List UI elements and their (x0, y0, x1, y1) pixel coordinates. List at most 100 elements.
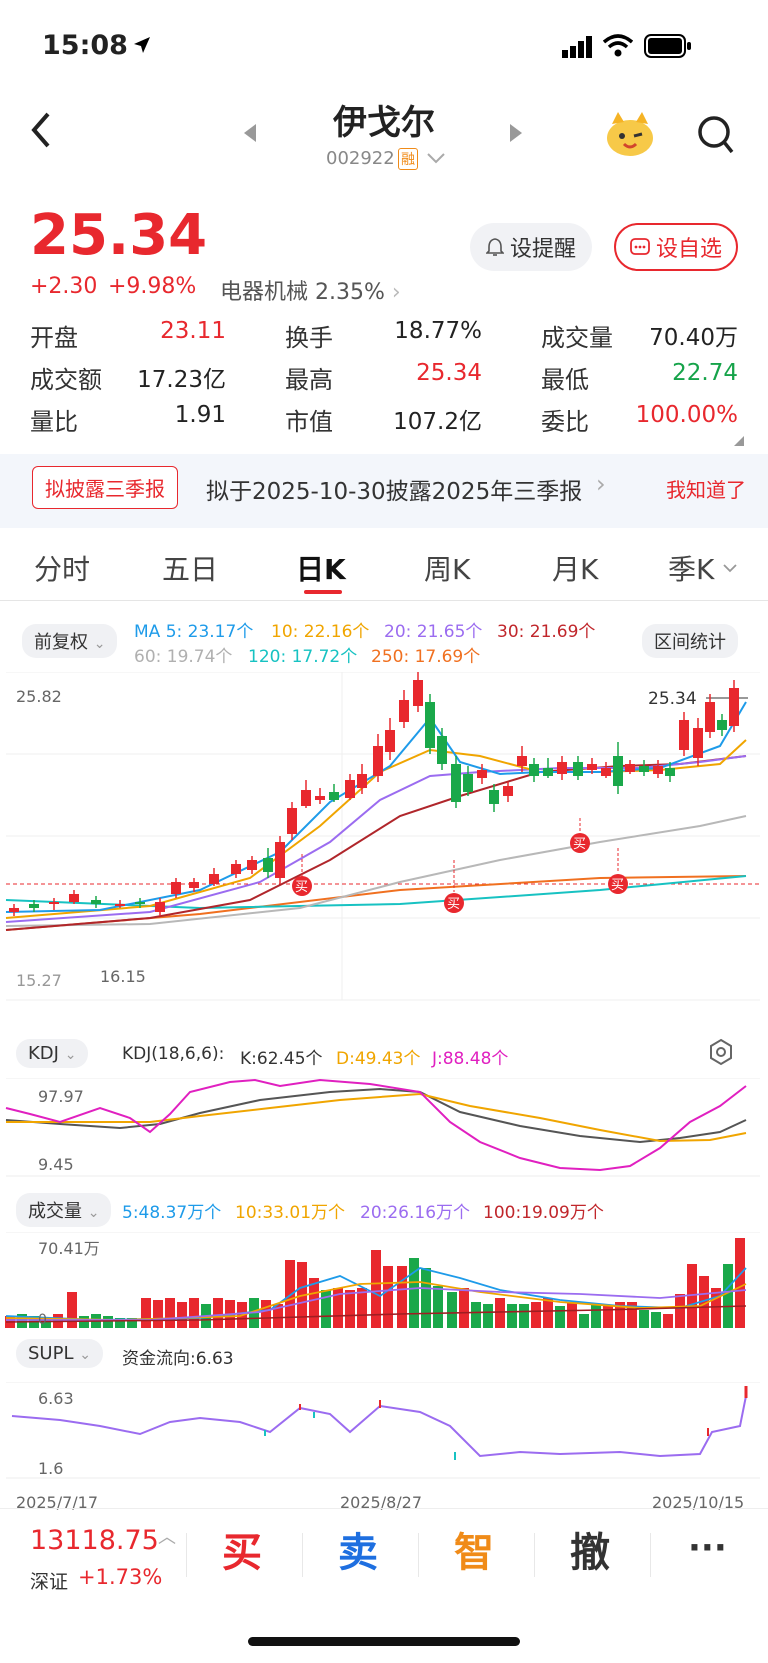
volume-bar (285, 1260, 295, 1328)
candle-body (263, 858, 273, 872)
supl-ticks (264, 1386, 748, 1460)
sector-link[interactable]: 电器机械 2.35% › (220, 274, 401, 306)
volume-bar (153, 1300, 163, 1328)
candle-body (463, 774, 473, 792)
volume-bar (333, 1288, 343, 1328)
tab-quarterly-k[interactable]: 季K (668, 553, 715, 586)
tab-intraday[interactable]: 分时 (34, 553, 91, 586)
volume-bar (543, 1298, 553, 1328)
chevron-up-icon[interactable]: ︿ (158, 1527, 176, 1548)
status-time: 15:08 (42, 30, 128, 61)
tab-daily-k[interactable]: 日K (296, 553, 346, 586)
add-watchlist-button[interactable]: 设自选 (614, 223, 738, 271)
stat-label: 换手 (285, 324, 333, 352)
candle-body (705, 702, 715, 732)
cancel-order-button[interactable]: 撤 (570, 1530, 610, 1576)
chevron-down-icon[interactable] (426, 152, 446, 166)
tab-weekly-k[interactable]: 周K (424, 553, 471, 586)
candle-body (373, 746, 383, 776)
candle-body (231, 864, 241, 874)
wifi-icon (603, 34, 633, 57)
volume-chart: 70.41万 0 (5, 1232, 760, 1328)
candles (9, 672, 739, 916)
volume-bar (555, 1306, 565, 1328)
kdj-j-line (5, 1078, 747, 1172)
volume-bar (675, 1294, 685, 1328)
volume-bar (639, 1310, 649, 1328)
vol-ma10-label: 10:33.01万个 (235, 1203, 346, 1223)
low-label-b: 16.15 (100, 967, 146, 986)
ma5-line (5, 701, 747, 913)
y-axis-high-label: 25.82 (16, 687, 62, 706)
stat-value: 18.77% (394, 318, 482, 344)
add-watchlist-label: 设自选 (655, 237, 722, 262)
kdj-selector[interactable]: KDJ ⌄ (16, 1039, 89, 1068)
mascot-icon[interactable] (604, 110, 656, 158)
date-label-start: 2025/7/17 (16, 1493, 99, 1512)
vol-y-zero: 0 (38, 1312, 47, 1328)
stat-label: 量比 (30, 408, 78, 436)
buy-button[interactable]: 买 (222, 1530, 262, 1576)
prev-stock-icon[interactable] (242, 122, 258, 144)
stat-label: 开盘 (30, 324, 78, 352)
more-button[interactable]: ··· (688, 1528, 727, 1568)
volume-bar (115, 1318, 125, 1328)
sell-button[interactable]: 卖 (338, 1530, 378, 1576)
candle-body (639, 766, 649, 772)
volume-bar (357, 1288, 367, 1328)
low-label-a: 15.27 (16, 971, 62, 990)
kline-chart[interactable]: 25.82 15.27 16.15 25.34 买 买 买 买 (0, 672, 768, 1002)
expand-corner-icon[interactable] (734, 436, 744, 446)
ma120-line (5, 875, 747, 910)
volume-bar (447, 1292, 457, 1328)
volume-bar (591, 1304, 601, 1328)
notice-dismiss[interactable]: 我知道了 (666, 478, 746, 502)
alert-button[interactable]: 设提醒 (470, 223, 592, 271)
volume-bar (471, 1302, 481, 1328)
next-stock-icon[interactable] (508, 122, 524, 144)
kdj-k-label: K:62.45个 (240, 1049, 323, 1069)
supl-chart: 6.63 1.6 (6, 1382, 760, 1479)
index-value[interactable]: 13118.75 (30, 1525, 159, 1556)
volume-bar (711, 1288, 721, 1328)
back-icon[interactable] (28, 110, 54, 150)
tab-monthly-k[interactable]: 月K (552, 553, 599, 586)
chat-add-icon (630, 238, 650, 255)
buy-marker-text: 买 (447, 897, 460, 912)
search-icon[interactable] (696, 114, 736, 156)
vol-ma20-line (6, 1287, 747, 1321)
smart-button[interactable]: 智 (454, 1530, 494, 1576)
candle-body (587, 764, 597, 770)
volume-bar (409, 1258, 419, 1328)
volume-selector[interactable]: 成交量 ⌄ (16, 1193, 112, 1227)
volume-bar (67, 1292, 77, 1328)
candle-body (9, 908, 19, 912)
settings-icon[interactable] (706, 1037, 736, 1067)
divider (0, 600, 768, 601)
supl-selector[interactable]: SUPL ⌄ (16, 1339, 103, 1368)
ma20-label: 20: 21.65个 (384, 622, 483, 642)
chevron-down-icon[interactable] (723, 564, 737, 574)
ma250-label: 250: 17.69个 (371, 647, 481, 667)
buy-marker: 买 (570, 818, 590, 853)
candle-body (557, 762, 567, 774)
candle-body (693, 728, 703, 758)
range-stats-button[interactable]: 区间统计 (642, 624, 738, 658)
adjust-selector[interactable]: 前复权 ⌄ (22, 624, 118, 658)
candle-body (489, 790, 499, 804)
stat-value: 107.2亿 (393, 409, 482, 435)
stat-label: 成交额 (30, 366, 102, 394)
candle-body (665, 768, 675, 776)
notice-banner[interactable]: 拟披露三季报 拟于2025-10-30披露2025年三季报 › 我知道了 (0, 454, 768, 528)
candle-body (477, 770, 487, 778)
tab-five-day[interactable]: 五日 (162, 553, 219, 586)
volume-bar (383, 1266, 393, 1328)
candle-body (69, 894, 79, 902)
candle-body (287, 808, 297, 834)
stat-label: 最高 (285, 366, 333, 394)
buy-marker-text: 买 (573, 837, 586, 852)
volume-bar (165, 1298, 175, 1328)
stat-value: 100.00% (635, 402, 738, 428)
candle-body (329, 792, 339, 800)
divider (534, 1533, 535, 1577)
